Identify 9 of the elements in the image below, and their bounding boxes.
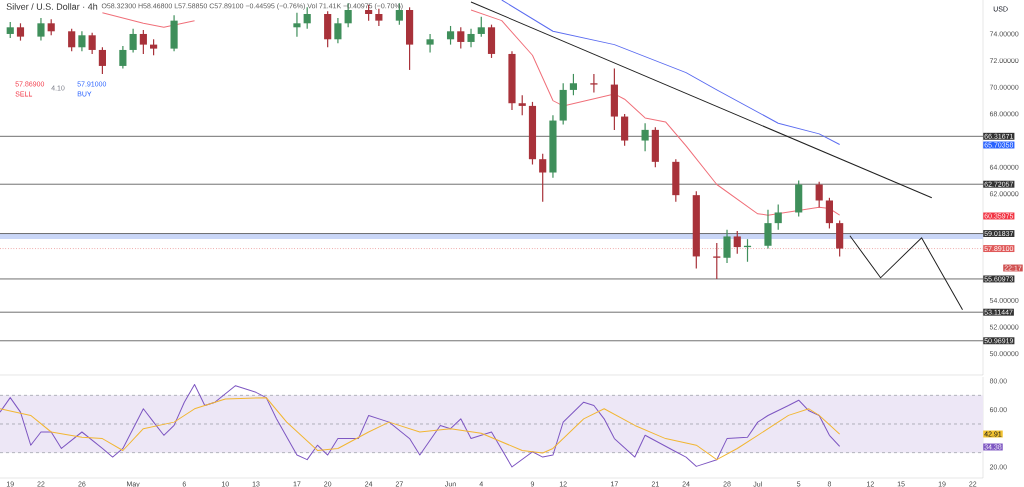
line-series (0, 383, 841, 468)
chart-title: Silver / U.S. Dollar · 4h (6, 3, 98, 10)
line-series (0, 397, 841, 461)
line-series (501, 0, 841, 146)
line-series (849, 235, 964, 311)
candlestick (518, 94, 526, 116)
candlestick (590, 73, 598, 94)
candlestick (713, 242, 721, 280)
candlestick (426, 33, 434, 54)
